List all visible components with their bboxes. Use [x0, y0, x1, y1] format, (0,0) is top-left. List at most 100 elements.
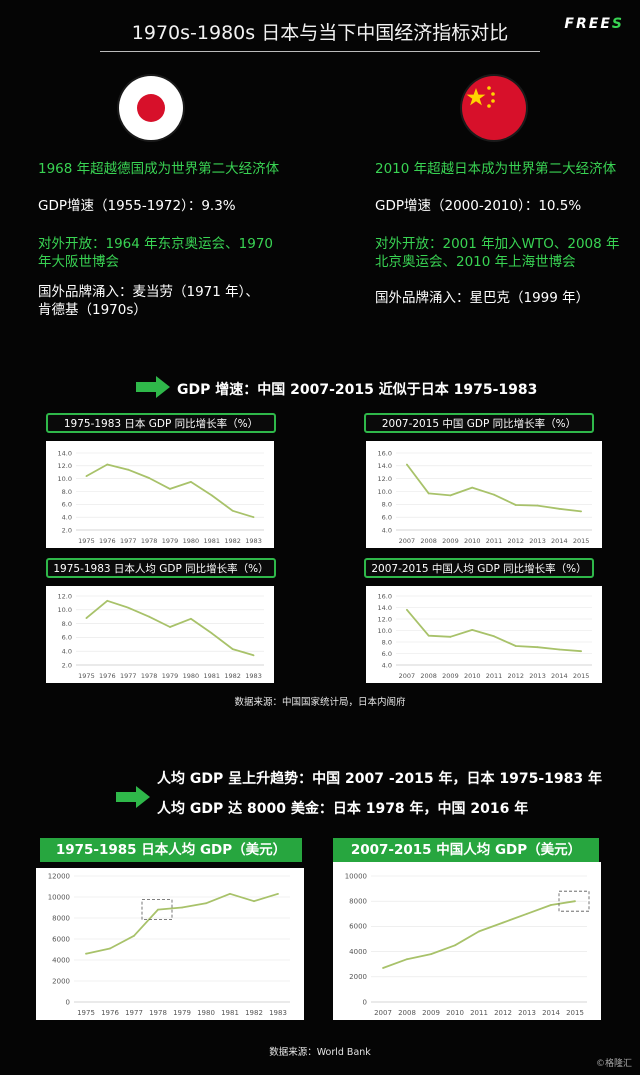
x-tick-label: 2013 [518, 1009, 536, 1017]
y-tick-label: 12.0 [58, 462, 72, 470]
page-title: 1970s-1980s 日本与当下中国经济指标对比 [131, 22, 509, 44]
japan-gdp-growth: GDP增速（1955-1972）：9.3% [38, 198, 236, 214]
watermark: ©格隆汇 [595, 1059, 632, 1069]
x-tick-label: 2011 [486, 537, 503, 545]
data-point [478, 930, 480, 933]
y-tick-label: 10.0 [58, 475, 72, 483]
y-tick-label: 14.0 [378, 604, 392, 612]
data-point [277, 892, 279, 895]
y-tick-label: 2.0 [62, 661, 72, 669]
x-tick-label: 2015 [573, 672, 590, 680]
chart3-plot: 2.0 4.0 6.0 8.0 10.0 12.0 1975 1976 1977 1978 1979… [46, 586, 274, 683]
x-tick-label: 2007 [399, 537, 416, 545]
y-tick-label: 10000 [48, 893, 70, 901]
japan-brands-line1: 国外品牌涌入：麦当劳（1971 年）、 [38, 284, 259, 300]
japan-brands-line2: 肯德基（1970s） [38, 302, 147, 318]
x-tick-label: 2011 [470, 1009, 488, 1017]
x-tick-label: 2014 [551, 537, 568, 545]
data-point [169, 488, 171, 490]
x-tick-label: 1981 [221, 1009, 239, 1017]
y-tick-label: 8.0 [382, 638, 392, 646]
x-tick-label: 1978 [141, 672, 158, 680]
data-point [252, 516, 255, 519]
data-point [558, 507, 561, 510]
x-tick-label: 1982 [224, 537, 241, 545]
data-point [580, 510, 583, 513]
data-point [558, 648, 561, 651]
x-tick-label: 2012 [508, 537, 525, 545]
y-tick-label: 4000 [52, 956, 70, 964]
x-tick-label: 1976 [101, 1009, 119, 1017]
x-tick-label: 2011 [486, 672, 503, 680]
china-milestone: 2010 年超越日本成为世界第二大经济体 [375, 161, 617, 177]
x-tick-label: 2015 [566, 1009, 584, 1017]
x-tick-label: 2009 [442, 537, 459, 545]
x-tick-label: 2013 [529, 537, 546, 545]
data-point [127, 606, 130, 609]
y-tick-label: 0 [363, 998, 367, 1006]
data-point [405, 463, 408, 466]
chart1-title: 1975-1983 日本 GDP 同比增长率（%） [46, 413, 276, 433]
y-tick-label: 4.0 [62, 648, 72, 656]
x-tick-label: 1977 [120, 672, 137, 680]
japan-opening-line2: 年大阪世博会 [38, 254, 119, 270]
series-line [85, 463, 254, 519]
x-tick-label: 1982 [245, 1009, 263, 1017]
data-point [430, 953, 432, 956]
x-tick-label: 1979 [173, 1009, 191, 1017]
chart3-title: 1975-1983 日本人均 GDP 同比增长率（%） [46, 558, 276, 578]
y-tick-label: 12.0 [378, 475, 392, 483]
x-tick-label: 1981 [204, 537, 221, 545]
y-tick-label: 10000 [345, 872, 367, 880]
title-underline [100, 14, 540, 52]
x-tick-label: 1980 [183, 537, 200, 545]
y-tick-label: 12.0 [378, 615, 392, 623]
chart-svg: 2.0 4.0 6.0 8.0 10.0 12.0 14.0 1975 1976 1977 1978… [58, 449, 264, 545]
x-tick-label: 1978 [149, 1009, 167, 1017]
y-tick-label: 8000 [349, 898, 367, 906]
x-tick-label: 1979 [162, 537, 179, 545]
data-point [210, 632, 213, 635]
data-point [536, 646, 539, 649]
china-opening-line1: 对外开放：2001 年加入WTO、2008 年 [375, 236, 620, 252]
chart-svg: 4.0 6.0 8.0 10.0 12.0 14.0 16.0 2007 2008 2009 201… [378, 449, 592, 545]
x-tick-label: 1983 [245, 672, 262, 680]
china-flag-icon [462, 76, 526, 140]
x-tick-label: 1975 [78, 672, 95, 680]
data-point [493, 635, 495, 638]
data-point [406, 958, 408, 961]
chart6-plot: 0 2000 4000 6000 8000 10000 2007 2008 2009 2010 20… [333, 862, 601, 1020]
y-tick-label: 4000 [349, 948, 367, 956]
x-tick-label: 2007 [399, 672, 416, 680]
chart2-plot: 4.0 6.0 8.0 10.0 12.0 14.0 16.0 2007 2008 2009 201… [366, 441, 602, 548]
data-point [574, 900, 576, 903]
y-tick-label: 8000 [52, 914, 70, 922]
data-point [169, 626, 171, 628]
x-tick-label: 1977 [125, 1009, 143, 1017]
data-point [449, 635, 452, 638]
brand-logo-main: FREE [564, 16, 612, 32]
x-tick-label: 1975 [78, 537, 95, 545]
arrow-right-icon [116, 786, 150, 808]
x-tick-label: 2008 [420, 672, 437, 680]
x-tick-label: 2012 [494, 1009, 512, 1017]
data-point [405, 608, 408, 611]
series-line [85, 892, 279, 955]
y-tick-label: 8.0 [382, 501, 392, 509]
data-point [252, 654, 255, 657]
x-tick-label: 2010 [464, 537, 481, 545]
x-tick-label: 1980 [197, 1009, 215, 1017]
section2-source: 数据来源：World Bank [269, 1047, 371, 1058]
data-point [157, 908, 159, 911]
chart5-title: 1975-1985 日本人均 GDP（美元） [40, 838, 302, 862]
x-tick-label: 1978 [141, 537, 158, 545]
y-tick-label: 2000 [349, 973, 367, 981]
data-point [427, 492, 430, 495]
x-tick-label: 2009 [442, 672, 459, 680]
china-brands: 国外品牌涌入：星巴克（1999 年） [375, 290, 590, 306]
x-tick-label: 1980 [183, 672, 200, 680]
section2-heading2: 人均 GDP 达 8000 美金：日本 1978 年，中国 2016 年 [157, 801, 529, 817]
y-tick-label: 14.0 [58, 449, 72, 457]
x-tick-label: 1976 [99, 672, 116, 680]
data-point [85, 617, 88, 619]
